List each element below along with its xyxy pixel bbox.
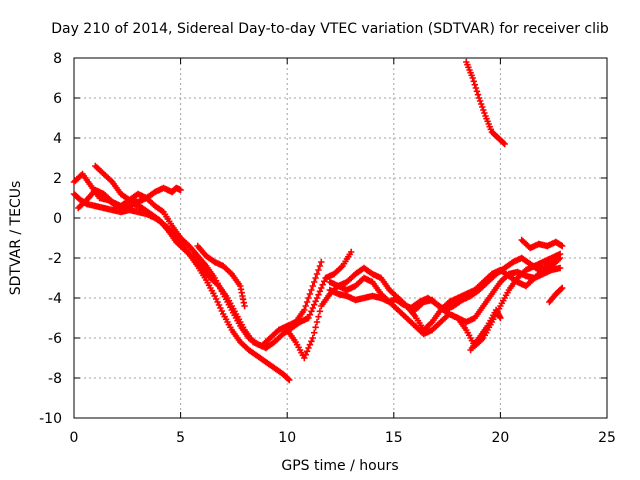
data-point xyxy=(286,376,293,384)
data-point xyxy=(312,324,319,331)
series-trace-a xyxy=(70,190,293,384)
data-point xyxy=(558,285,565,293)
data-point xyxy=(315,266,322,274)
data-point xyxy=(308,308,315,315)
data-point xyxy=(315,291,322,298)
axis-ticks xyxy=(73,57,608,419)
data-point xyxy=(319,281,326,288)
data-point xyxy=(241,302,248,310)
data-point xyxy=(472,84,480,92)
y-tick-label: 0 xyxy=(53,211,62,227)
y-tick-label: -4 xyxy=(48,291,62,307)
x-tick-label: 15 xyxy=(385,430,403,446)
data-point xyxy=(469,74,476,82)
y-tick-label: -2 xyxy=(48,251,62,267)
series-trace-k xyxy=(518,236,566,252)
y-tick-label: 2 xyxy=(53,171,62,187)
data-point xyxy=(313,270,321,278)
data-point xyxy=(471,81,478,88)
y-tick-label: -10 xyxy=(39,411,62,427)
x-tick-label: 25 xyxy=(598,430,616,446)
chart-title: Day 210 of 2014, Sidereal Day-to-day VTE… xyxy=(51,21,609,37)
data-point xyxy=(305,344,312,352)
data-point xyxy=(556,250,564,258)
x-axis-label: GPS time / hours xyxy=(281,458,398,474)
data-point xyxy=(308,338,315,345)
data-point xyxy=(559,284,566,292)
data-point xyxy=(301,354,308,362)
data-point xyxy=(479,103,486,111)
data-point xyxy=(177,186,184,194)
data-point xyxy=(474,91,482,98)
plot-frame xyxy=(73,57,608,419)
data-point xyxy=(309,304,316,312)
data-point xyxy=(308,286,315,294)
y-tick-label: -6 xyxy=(48,331,62,347)
data-point xyxy=(306,341,314,348)
grid-lines xyxy=(74,58,607,418)
data-point xyxy=(313,318,321,326)
data-point xyxy=(301,306,308,314)
data-point xyxy=(312,298,319,305)
data-point xyxy=(313,294,321,302)
x-tick-label: 20 xyxy=(491,430,509,446)
data-point xyxy=(312,274,319,282)
data-point xyxy=(500,139,507,147)
data-point xyxy=(306,290,314,298)
data-point xyxy=(303,298,311,306)
data-point xyxy=(473,88,481,95)
data-point xyxy=(306,311,314,318)
data-point xyxy=(309,282,316,290)
data-point xyxy=(476,97,484,105)
data-point xyxy=(475,94,483,102)
data-point xyxy=(311,329,318,336)
y-tick-label: 6 xyxy=(53,91,62,107)
data-point xyxy=(285,375,292,383)
y-axis-label: SDTVAR / TECUs xyxy=(8,181,24,296)
y-tick-label: 8 xyxy=(53,51,62,67)
series-trace-e xyxy=(194,242,248,310)
data-point xyxy=(556,264,564,272)
x-tick-label: 10 xyxy=(278,430,296,446)
x-tick-label: 5 xyxy=(176,430,185,446)
data-point xyxy=(302,302,309,310)
data-point xyxy=(311,278,318,286)
series-trace-j xyxy=(463,58,508,148)
data-point xyxy=(302,351,309,358)
series-trace-i xyxy=(390,254,559,314)
data-point xyxy=(321,278,328,285)
series-trace-h xyxy=(326,250,564,350)
data-point xyxy=(309,334,316,342)
x-tick-label: 0 xyxy=(70,430,79,446)
data-point xyxy=(305,294,312,302)
data-point xyxy=(559,242,566,250)
data-point xyxy=(552,258,559,266)
data-marks xyxy=(70,58,566,384)
series-trace-l xyxy=(546,284,566,306)
series-trace-c xyxy=(75,186,355,352)
data-point xyxy=(316,308,324,315)
data-point xyxy=(501,140,508,148)
series-trace-m xyxy=(467,306,504,354)
data-point xyxy=(348,248,355,256)
y-tick-labels: -10 -8 -6 -4 -2 0 2 4 6 8 xyxy=(39,51,62,427)
data-point xyxy=(315,313,322,320)
y-tick-label: 4 xyxy=(53,131,62,147)
x-tick-labels: 0 5 10 15 20 25 xyxy=(70,430,616,446)
data-point xyxy=(305,314,312,322)
data-point xyxy=(318,258,325,266)
data-point xyxy=(316,262,324,270)
data-point xyxy=(318,284,325,292)
data-point xyxy=(480,106,487,114)
data-point xyxy=(316,288,324,295)
y-tick-label: -8 xyxy=(48,371,62,387)
data-point xyxy=(303,348,311,355)
data-point xyxy=(478,100,485,108)
data-point xyxy=(311,301,318,308)
series-trace-d xyxy=(92,162,184,206)
data-point xyxy=(470,78,477,85)
data-point xyxy=(497,314,504,322)
data-point xyxy=(481,109,488,117)
